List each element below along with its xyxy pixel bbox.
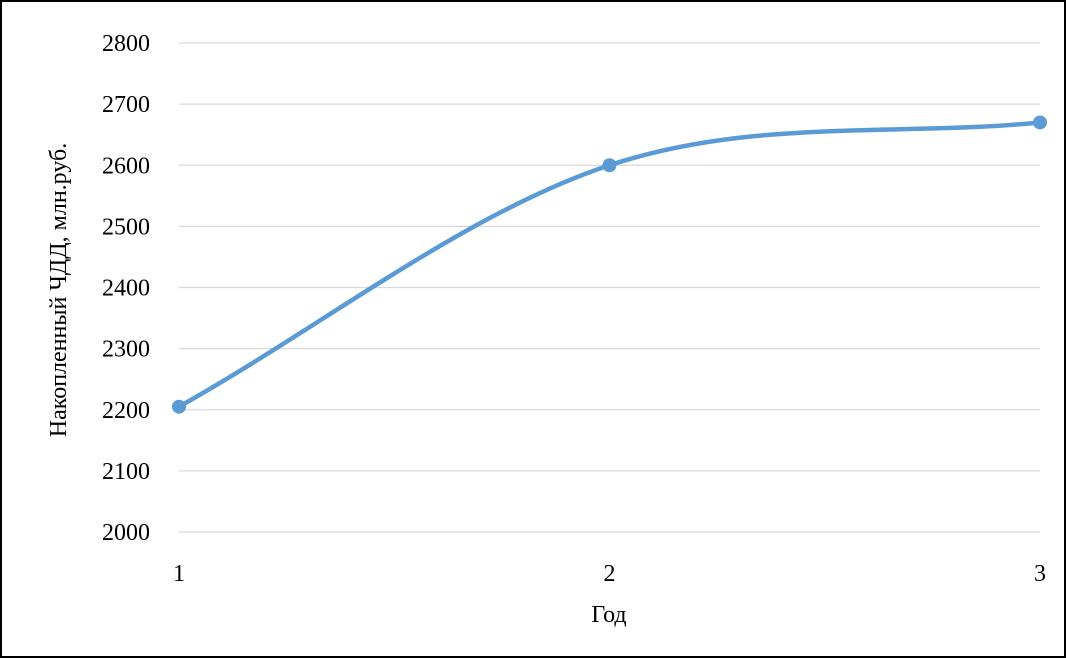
x-axis-title: Год xyxy=(591,602,626,628)
data-point-3 xyxy=(1033,115,1047,130)
y-tick-label-2000: 2000 xyxy=(102,520,150,546)
x-tick-label-2: 2 xyxy=(604,561,616,587)
y-tick-label-2500: 2500 xyxy=(102,214,150,240)
data-point-1 xyxy=(172,399,186,414)
series-group xyxy=(172,115,1047,414)
y-tick-label-2300: 2300 xyxy=(102,337,150,363)
gridlines xyxy=(179,42,1040,533)
y-tick-label-2800: 2800 xyxy=(102,31,150,57)
y-tick-label-2600: 2600 xyxy=(102,153,150,179)
y-tick-label-2200: 2200 xyxy=(102,398,150,424)
x-tick-label-1: 1 xyxy=(173,561,185,587)
y-tick-label-2100: 2100 xyxy=(102,459,150,485)
y-tick-label-2400: 2400 xyxy=(102,276,150,302)
y-tick-label-2700: 2700 xyxy=(102,92,150,118)
data-point-2 xyxy=(602,158,617,173)
x-tick-label-3: 3 xyxy=(1034,561,1046,587)
y-axis-tick-labels: 2000 2100 2200 2300 2400 2500 2600 2700 2800 xyxy=(102,31,150,546)
y-axis-title: Накопленный ЧДД, млн.руб. xyxy=(46,143,72,437)
x-axis-tick-labels: 1 2 3 xyxy=(173,561,1046,587)
